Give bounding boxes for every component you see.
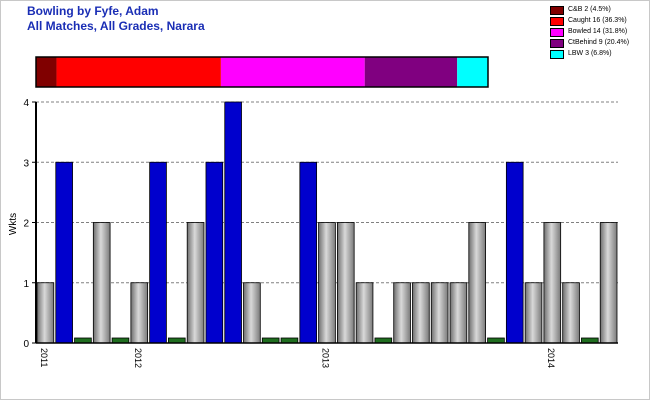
legend-label: LBW 3 (6.8%) (568, 50, 612, 57)
x-tick-label: 2011 (39, 348, 49, 367)
chart-bar (92, 222, 111, 344)
chart-bar (524, 282, 543, 344)
dismissal-segment (364, 57, 458, 87)
chart-bar (393, 282, 411, 344)
legend-swatch (550, 39, 564, 48)
chart-bar (149, 161, 167, 344)
chart-bar (412, 282, 430, 344)
dismissal-segment (56, 57, 221, 87)
dismissal-segment (457, 57, 488, 87)
chart-bar (299, 161, 318, 344)
y-tick-label: 4 (23, 98, 29, 109)
dismissal-strip-border (35, 56, 489, 88)
legend-label: CtBehind 9 (20.4%) (568, 39, 630, 46)
chart-bar (468, 222, 486, 344)
legend-label: Bowled 14 (31.8%) (568, 28, 628, 35)
chart-bar (336, 222, 355, 344)
x-tick-label: 2012 (133, 348, 143, 368)
dismissal-segment (36, 57, 57, 87)
chart-bar (224, 101, 242, 344)
legend-label: Caught 16 (36.3%) (568, 17, 627, 24)
chart-bar (599, 222, 618, 344)
dismissal-segment (220, 57, 365, 87)
legend-label: C&B 2 (4.5%) (568, 6, 611, 13)
chart-bar (130, 282, 149, 344)
x-tick-label: 2014 (546, 348, 556, 368)
legend-swatch (550, 6, 564, 15)
y-tick-label: 0 (23, 339, 29, 350)
chart-bar (562, 282, 580, 344)
chart-subtitle: All Matches, All Grades, Narara (27, 19, 205, 33)
chart-bar (430, 282, 449, 344)
y-tick-label: 1 (23, 279, 29, 290)
chart-bar (355, 282, 374, 344)
chart-bar (243, 282, 261, 344)
x-tick-label: 2013 (321, 348, 331, 368)
chart-bar (449, 282, 468, 344)
legend-swatch (550, 28, 564, 37)
legend-swatch (550, 17, 564, 26)
chart-bar (55, 161, 73, 344)
y-tick-label: 3 (23, 158, 29, 169)
legend-swatch (550, 50, 564, 59)
y-tick-label: 2 (23, 219, 29, 230)
chart-title: Bowling by Fyfe, Adam (27, 4, 159, 18)
chart-bar (505, 161, 524, 344)
chart-bar (318, 222, 336, 344)
chart-bar (186, 222, 205, 344)
chart-bar (543, 222, 562, 344)
chart-bar (205, 161, 224, 344)
chart-bar (36, 282, 55, 344)
y-axis-label: Wkts (8, 213, 19, 235)
